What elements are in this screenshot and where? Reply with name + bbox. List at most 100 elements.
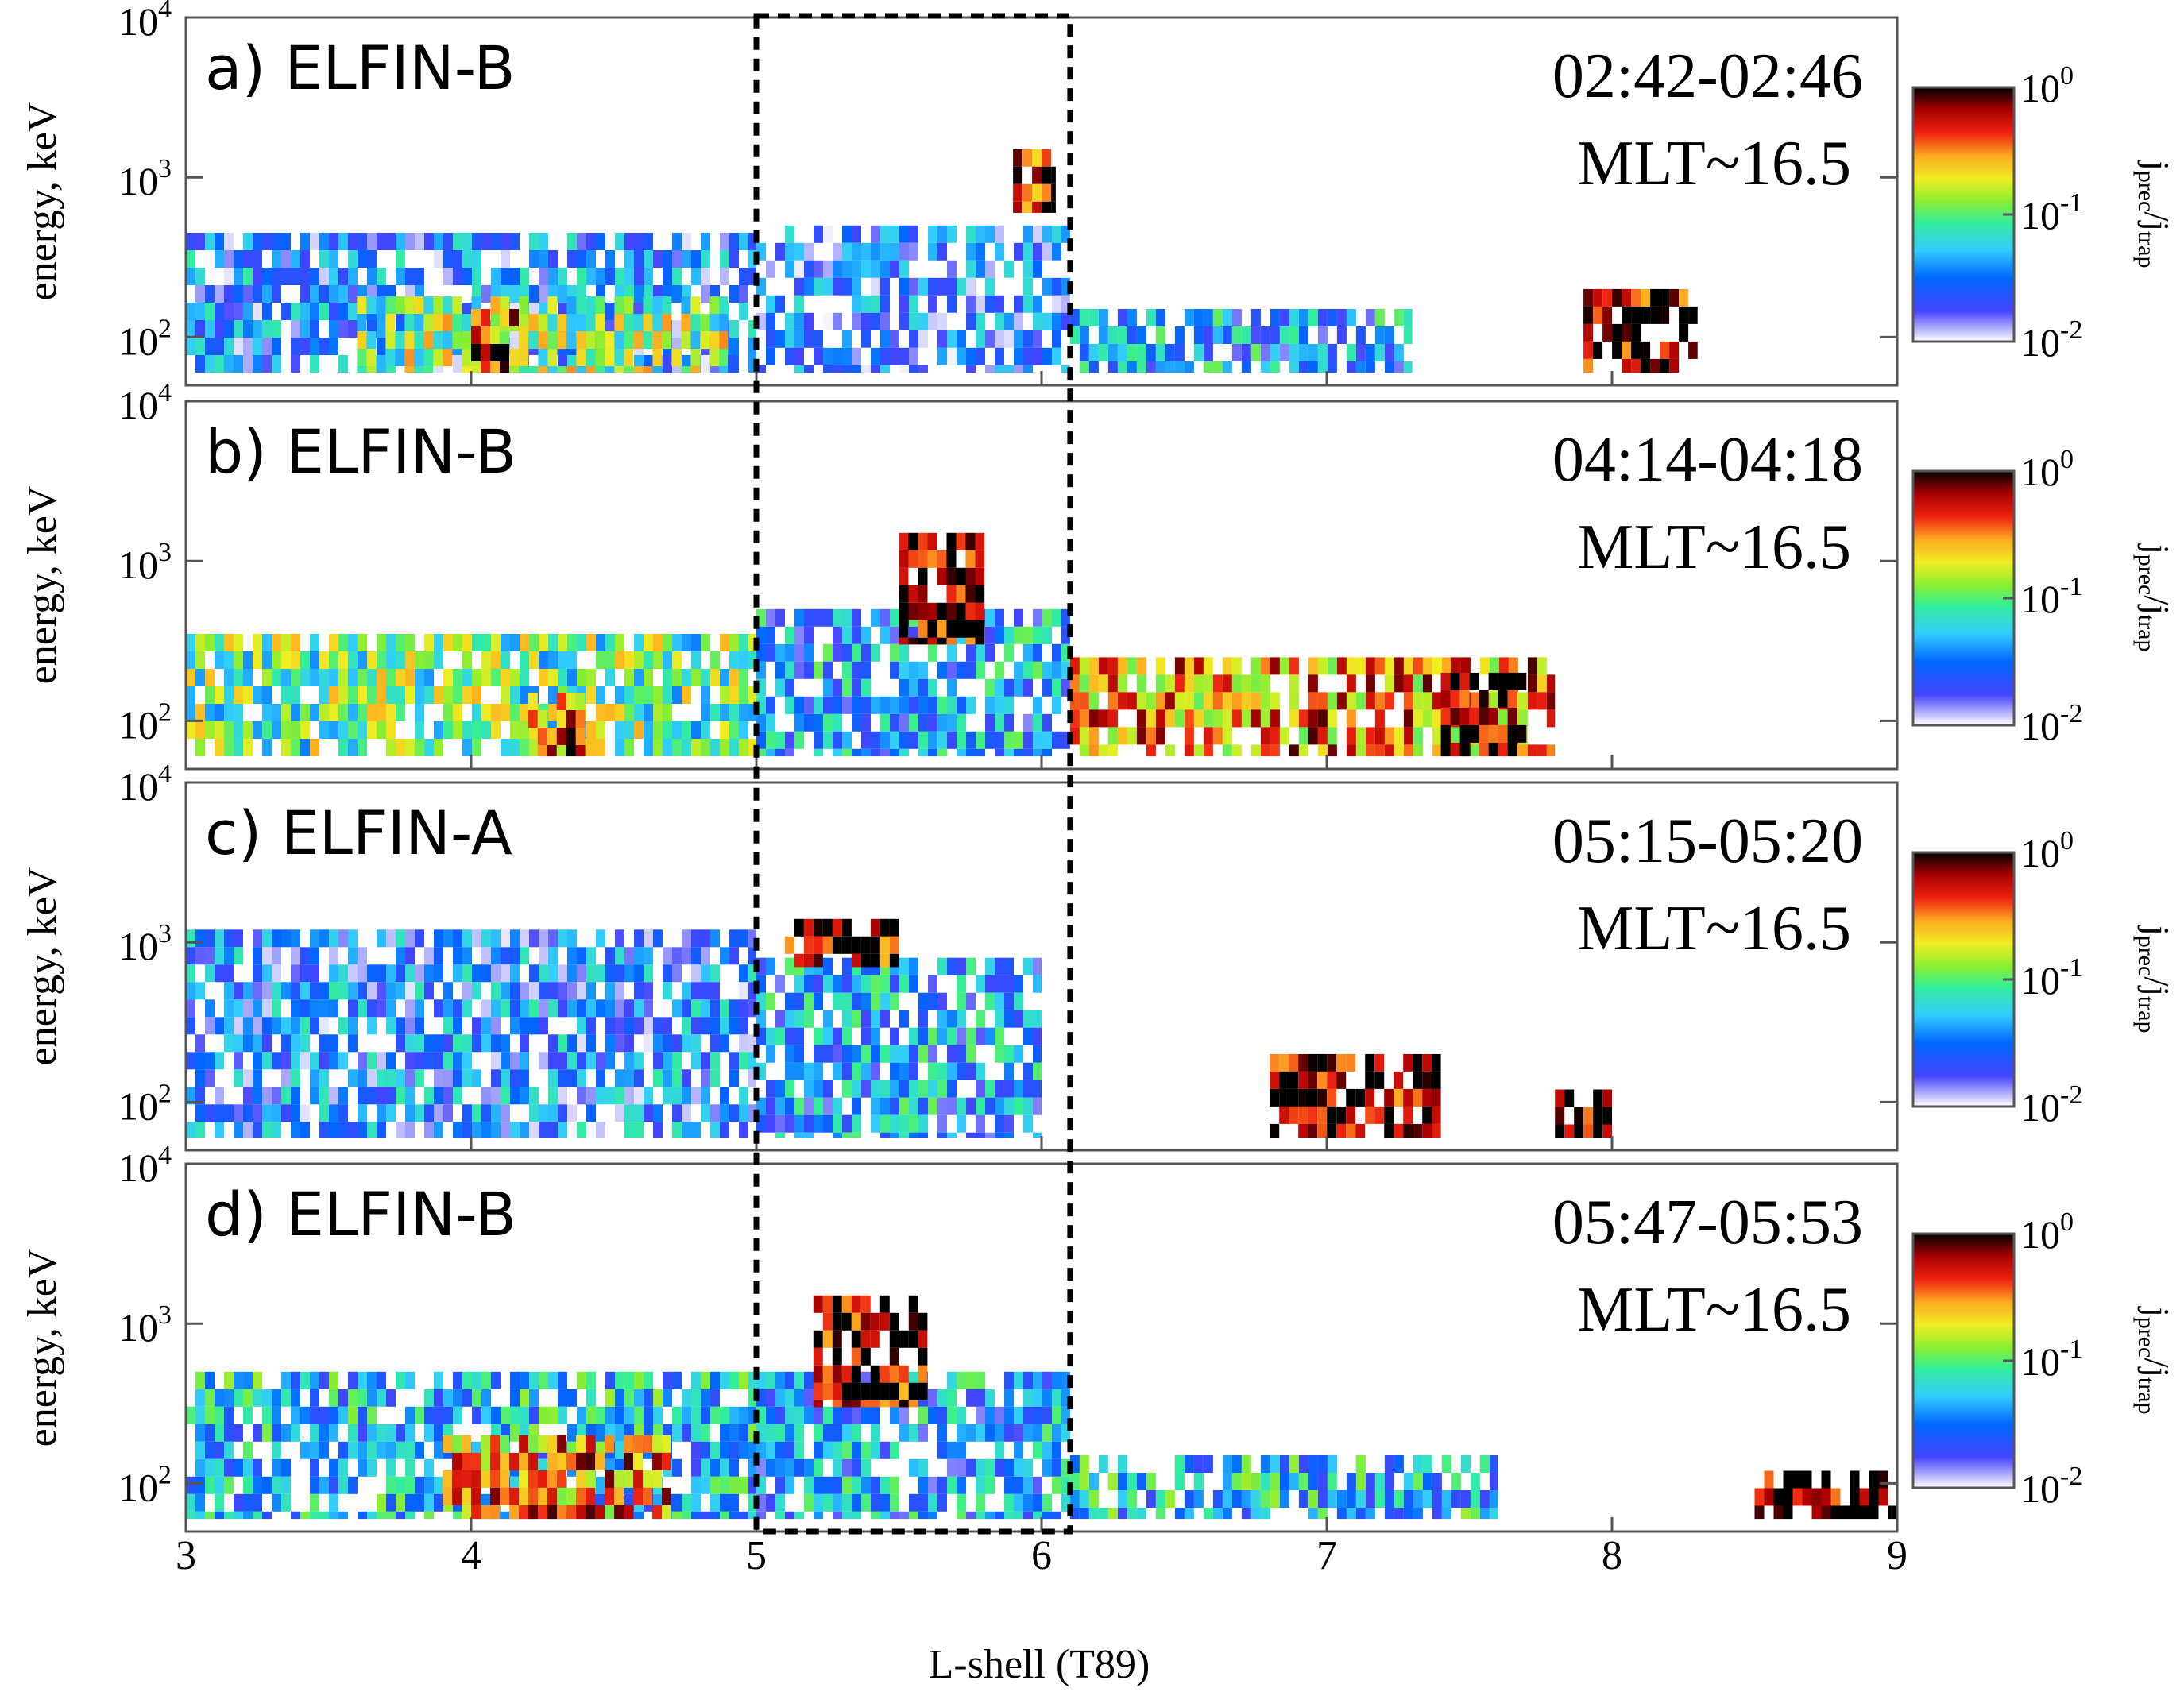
heatmap-cell: [529, 1389, 539, 1407]
heatmap-cell: [1127, 309, 1137, 326]
heatmap-cell: [520, 704, 529, 721]
heatmap-cell: [928, 678, 937, 697]
heatmap-cell: [520, 982, 529, 1000]
heatmap-cell: [405, 982, 415, 1000]
heatmap-cell: [1440, 690, 1451, 708]
heatmap-cell: [414, 349, 424, 367]
heatmap-cell: [215, 964, 224, 983]
heatmap-cell: [918, 602, 928, 620]
heatmap-cell: [1270, 1455, 1280, 1473]
heatmap-cell: [852, 1045, 861, 1063]
heatmap-cell: [234, 947, 243, 965]
heatmap-cell: [1308, 1473, 1318, 1490]
heatmap-cell: [405, 1476, 415, 1494]
y-tick-exponent: 4: [158, 759, 172, 789]
heatmap-cell: [596, 686, 605, 704]
heatmap-cell: [567, 669, 577, 686]
heatmap-cell: [766, 242, 775, 261]
heatmap-cell: [889, 1365, 899, 1383]
heatmap-cell: [1260, 657, 1270, 675]
heatmap-cell: [1014, 365, 1023, 373]
heatmap-cell: [1830, 1488, 1841, 1506]
heatmap-cell: [899, 713, 909, 732]
heatmap-cell: [329, 964, 338, 983]
heatmap-cell: [663, 739, 672, 756]
heatmap-cell: [624, 739, 634, 756]
heatmap-cell: [975, 532, 985, 550]
heatmap-cell: [520, 669, 529, 686]
heatmap-cell: [909, 295, 918, 313]
heatmap-cell: [338, 1017, 348, 1035]
heatmap-cell: [443, 268, 453, 285]
heatmap-cell: [520, 721, 529, 739]
heatmap-cell: [1517, 744, 1528, 757]
heatmap-cell: [701, 1087, 710, 1105]
heatmap-cell: [624, 1087, 634, 1105]
heatmap-cell: [720, 1034, 729, 1053]
heatmap-cell: [842, 661, 852, 679]
heatmap-cell: [310, 982, 319, 1000]
heatmap-cell: [927, 637, 937, 645]
heatmap-cell: [300, 669, 310, 686]
heatmap-cell: [253, 686, 262, 704]
heatmap-cell: [701, 947, 710, 965]
heatmap-cell: [822, 918, 833, 937]
heatmap-cell: [794, 661, 804, 679]
heatmap-cell: [1014, 1406, 1023, 1424]
heatmap-cell: [215, 1511, 224, 1520]
heatmap-cell: [1193, 1473, 1204, 1490]
heatmap-cell: [615, 233, 624, 250]
heatmap-cell: [691, 964, 701, 983]
heatmap-cell: [319, 1017, 329, 1035]
heatmap-cell: [701, 1458, 710, 1477]
heatmap-cell: [1032, 166, 1042, 184]
heatmap-cell: [281, 1389, 291, 1407]
heatmap-cell: [1298, 1455, 1308, 1473]
heatmap-cell: [452, 296, 462, 315]
heatmap-cell: [908, 602, 918, 620]
colorbar-tick-exponent: 0: [2060, 445, 2074, 474]
heatmap-cell: [1422, 1490, 1432, 1508]
heatmap-cell: [348, 1406, 358, 1424]
heatmap-cell: [520, 1371, 529, 1389]
heatmap-cell: [644, 1017, 653, 1035]
time-range: 05:47-05:53: [1552, 1188, 1863, 1257]
heatmap-cell: [739, 1017, 748, 1035]
heatmap-cell: [395, 296, 405, 315]
heatmap-cell: [729, 1017, 739, 1035]
heatmap-cell: [243, 285, 253, 303]
heatmap-cell: [1374, 657, 1385, 675]
heatmap-cell: [215, 704, 224, 721]
heatmap-cell: [566, 745, 576, 757]
heatmap-cell: [452, 331, 462, 350]
heatmap-cell: [1117, 674, 1127, 693]
heatmap-cell: [833, 1062, 842, 1080]
heatmap-cell: [976, 748, 985, 757]
heatmap-cell: [1023, 1458, 1033, 1477]
heatmap-cell: [804, 1010, 814, 1028]
heatmap-cell: [985, 1132, 995, 1138]
heatmap-cell: [538, 1470, 548, 1488]
heatmap-cell: [682, 1087, 691, 1105]
heatmap-cell: [253, 634, 262, 651]
heatmap-cell: [1004, 696, 1014, 714]
heatmap-cell: [462, 1505, 472, 1520]
heatmap-cell: [739, 929, 748, 948]
heatmap-cell: [1155, 657, 1165, 675]
heatmap-cell: [861, 1027, 871, 1045]
heatmap-cell: [1052, 312, 1061, 330]
heatmap-cell: [842, 347, 852, 365]
heatmap-cell: [1537, 657, 1547, 675]
heatmap-cell: [262, 1476, 272, 1494]
heatmap-cell: [643, 1487, 653, 1505]
heatmap-cell: [519, 1487, 529, 1505]
heatmap-cell: [729, 233, 739, 250]
heatmap-cell: [653, 686, 663, 704]
heatmap-cell: [538, 349, 548, 367]
heatmap-cell: [234, 739, 243, 756]
heatmap-cell: [663, 669, 672, 686]
heatmap-cell: [1023, 1010, 1033, 1028]
heatmap-cell: [1289, 1106, 1299, 1124]
heatmap-cell: [310, 1493, 319, 1512]
heatmap-cell: [1260, 1508, 1270, 1520]
